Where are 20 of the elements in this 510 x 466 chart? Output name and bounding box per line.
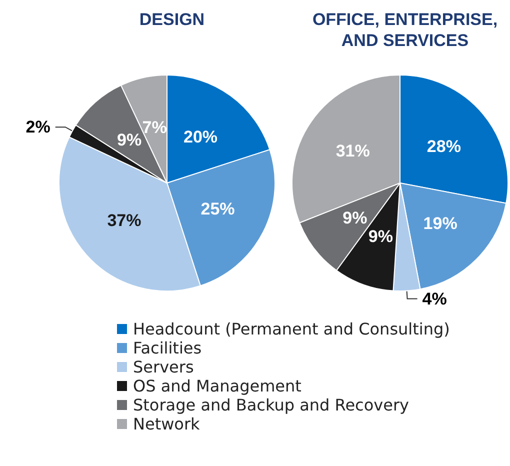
data-label: 7% (142, 118, 167, 137)
data-label: 9% (368, 227, 393, 246)
data-label: 20% (183, 127, 218, 146)
legend-label: Headcount (Permanent and Consulting) (133, 320, 450, 338)
data-label: 9% (117, 130, 142, 150)
legend-label: Facilities (133, 338, 202, 358)
legend-label: Storage and Backup and Recovery (133, 396, 409, 414)
data-label: 37% (107, 211, 142, 230)
legend-label: Servers (133, 358, 194, 376)
slice-label: OFFICE, ENTERPRISE, AND SERVICES (312, 10, 498, 50)
slice-label: DESIGN (139, 10, 205, 29)
data-label: 25% (200, 199, 235, 218)
data-label: 31% (336, 141, 370, 160)
data-label: 2% (26, 118, 50, 137)
data-label: 9% (342, 208, 368, 228)
legend-label: OS and Management (133, 376, 302, 396)
data-label: 4% (422, 289, 447, 308)
data-label: 19% (423, 214, 458, 233)
legend-label: Network (133, 414, 201, 434)
data-label: 28% (426, 137, 461, 156)
